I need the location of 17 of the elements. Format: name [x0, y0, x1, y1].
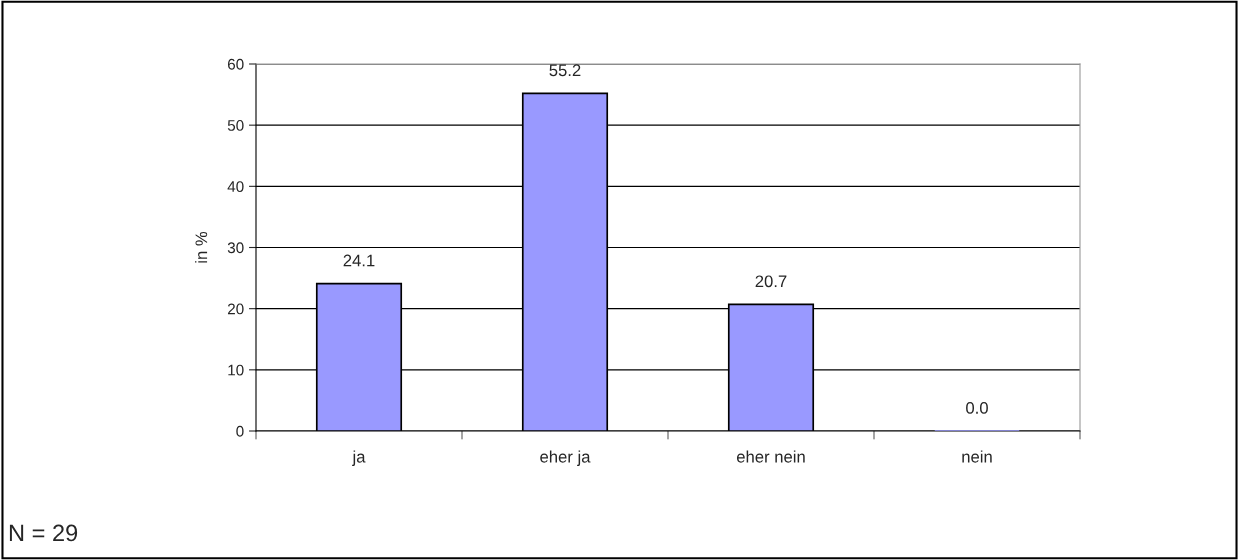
x-tick-label: nein: [962, 450, 992, 463]
y-tick-label: 50: [227, 120, 244, 131]
data-label: 20.7: [755, 275, 787, 288]
y-tick-label: 20: [227, 303, 244, 315]
data-label: 0.0: [966, 402, 988, 414]
text: N = 29: [9, 524, 78, 542]
data-label: 55.2: [549, 64, 581, 77]
y-tick-label: 60: [227, 58, 244, 70]
data-label: 24.1: [343, 254, 375, 267]
y-tick-label: 40: [227, 181, 244, 193]
y-axis-title: in %: [195, 231, 208, 263]
x-tick-label: eher ja: [540, 450, 591, 466]
x-tick-label: ja: [352, 450, 366, 466]
x-tick-label: eher nein: [736, 450, 805, 463]
y-tick-label: 30: [227, 242, 244, 254]
y-tick-label: 0: [236, 425, 244, 437]
y-tick-label: 10: [228, 364, 244, 376]
